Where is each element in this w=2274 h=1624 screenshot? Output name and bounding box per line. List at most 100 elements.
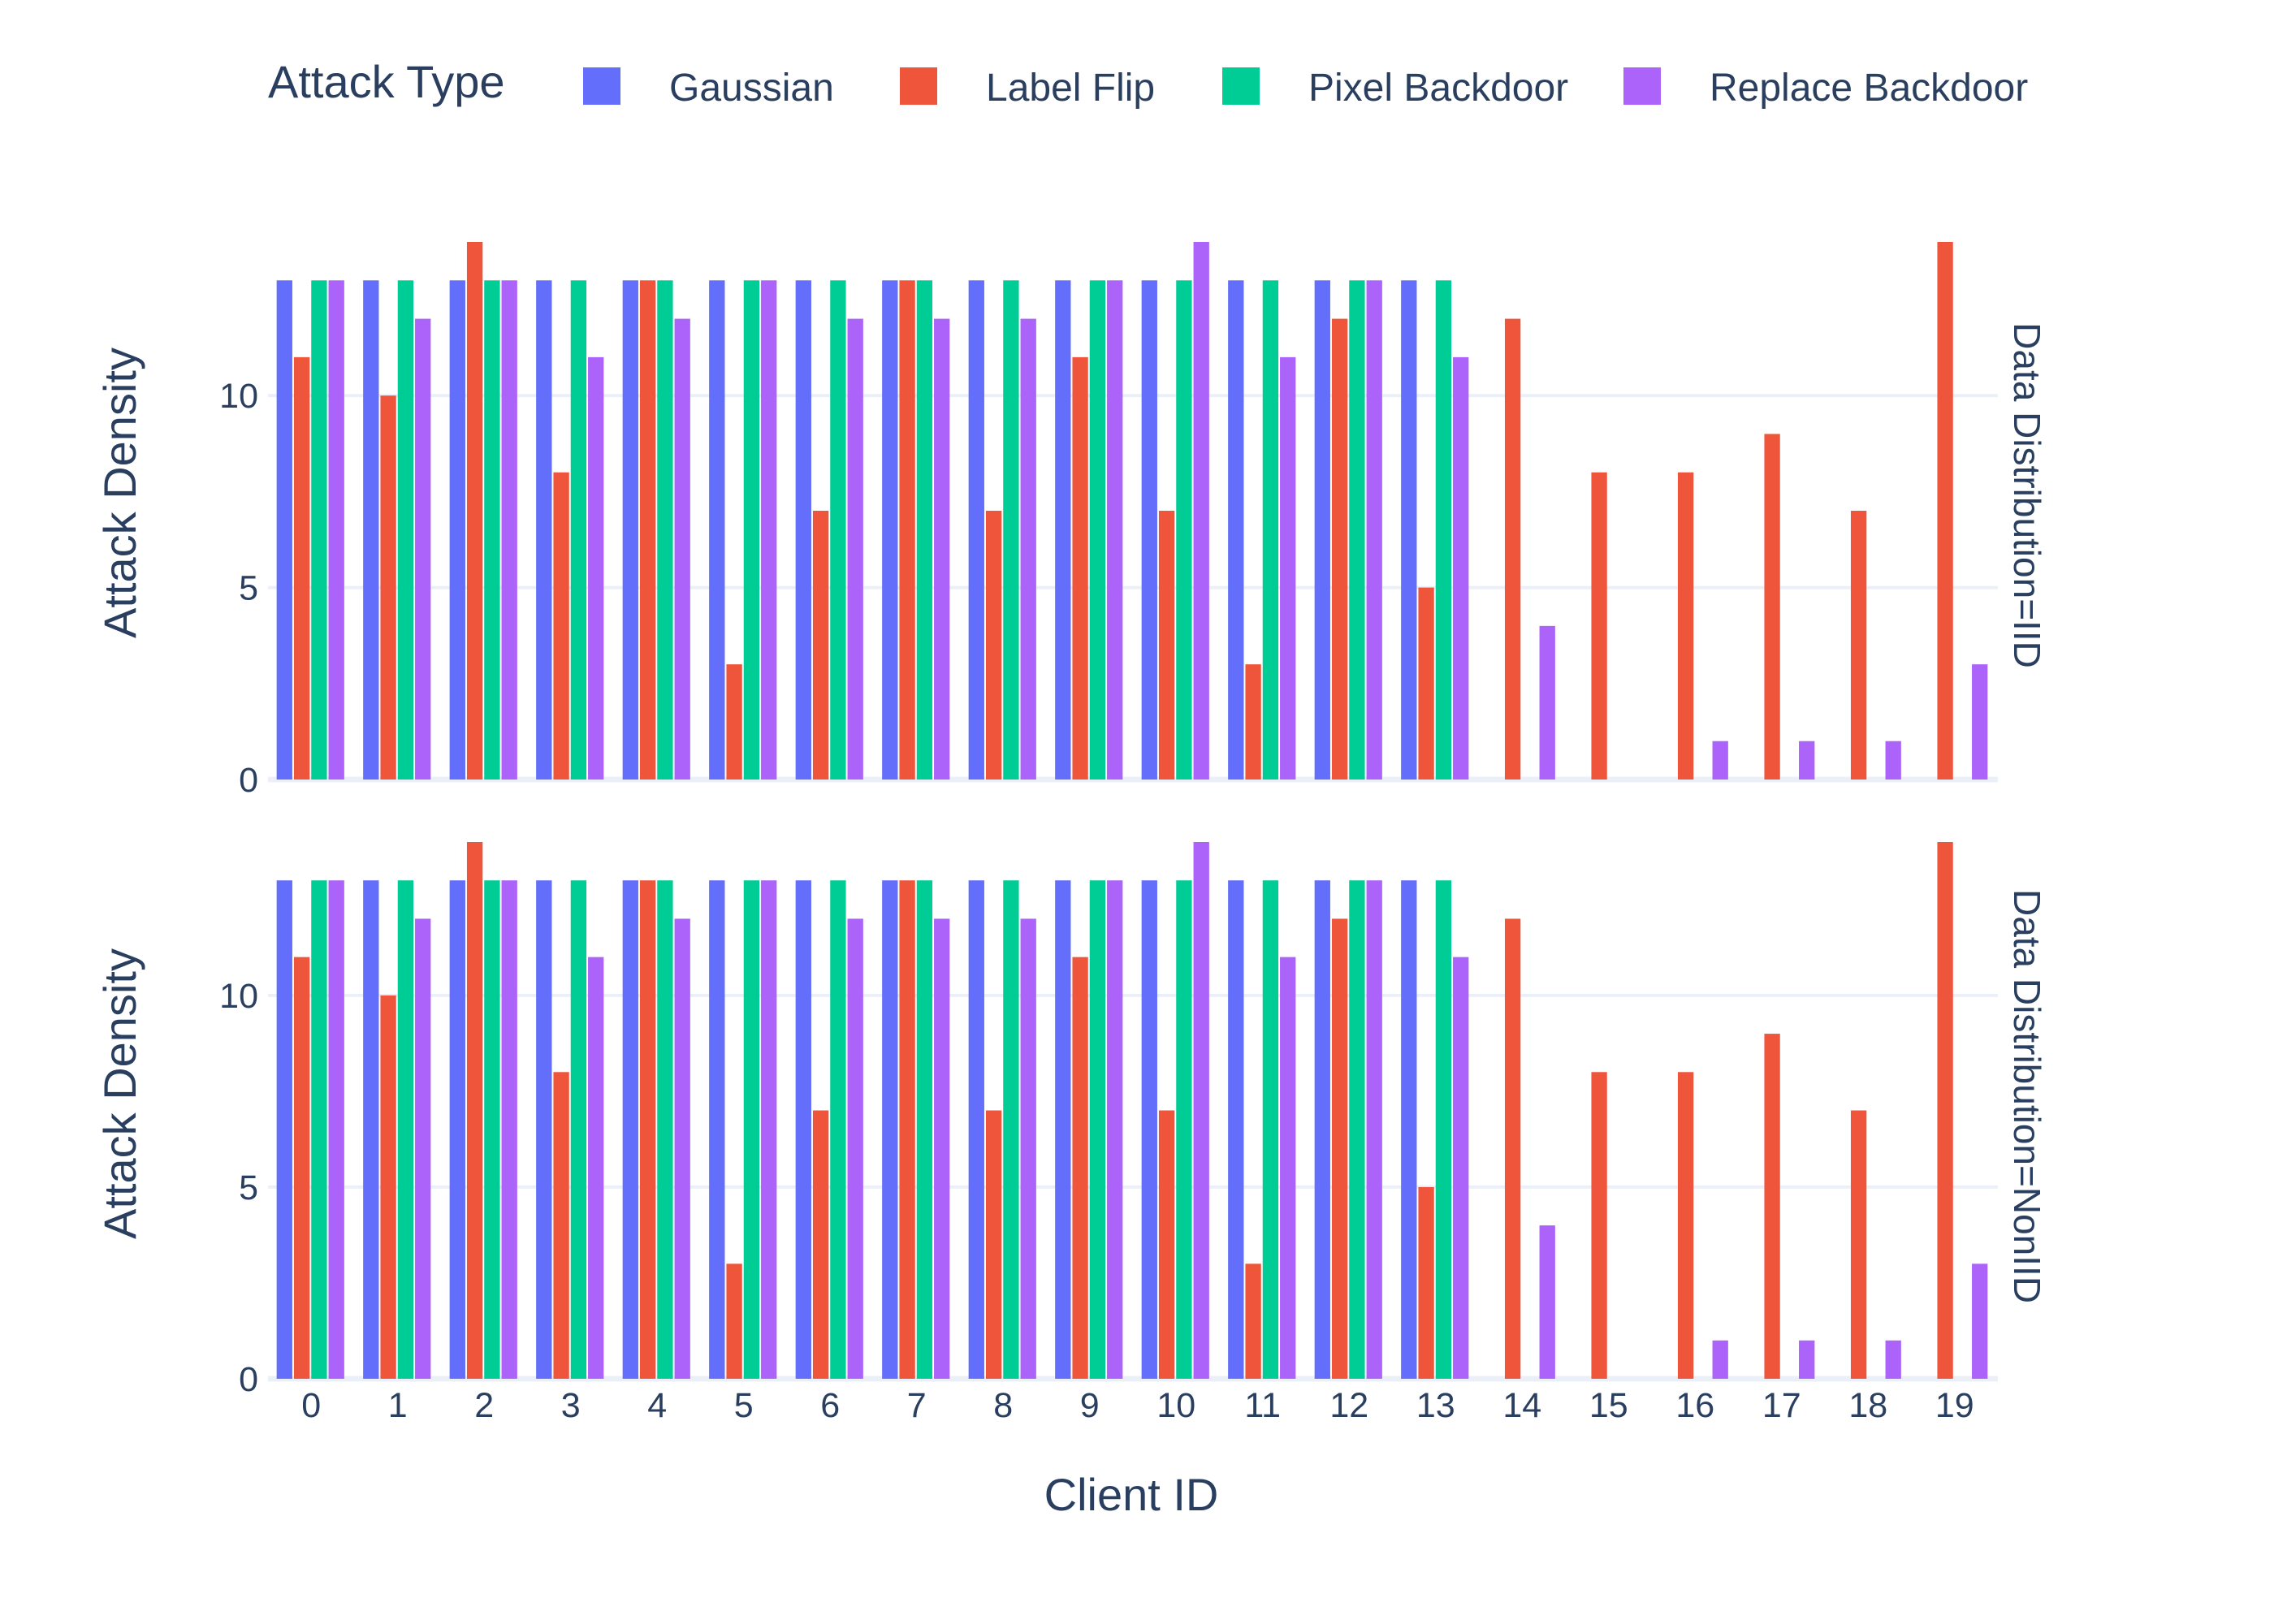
y-axis-title-iid: Attack Density [94,348,145,638]
bar-pixel-backdoor-client-12 [1349,880,1365,1379]
bar-pixel-backdoor-client-13 [1435,280,1452,780]
x-tick-label: 15 [1589,1386,1628,1425]
bar-replace-backdoor-client-9 [1107,280,1123,780]
bar-label-flip-client-13 [1418,1186,1434,1379]
bar-label-flip-client-11 [1245,1263,1261,1379]
bar-replace-backdoor-client-6 [847,318,863,780]
legend-title: Attack Type [268,56,505,107]
bar-gaussian-client-2 [449,280,465,780]
bar-replace-backdoor-client-19 [1972,664,1988,780]
bar-gaussian-client-6 [795,280,811,780]
bar-label-flip-client-8 [985,511,1002,780]
bar-gaussian-client-8 [968,280,984,780]
bar-label-flip-client-15 [1591,472,1607,780]
bar-label-flip-client-3 [553,472,569,780]
x-tick-label: 10 [1156,1386,1195,1425]
bar-label-flip-client-4 [639,880,656,1379]
x-tick-label: 4 [647,1386,667,1425]
bar-replace-backdoor-client-8 [1020,918,1036,1379]
bar-label-flip-client-8 [985,1110,1002,1379]
bar-pixel-backdoor-client-11 [1262,280,1279,780]
bar-pixel-backdoor-client-7 [916,280,933,780]
bar-label-flip-client-10 [1158,1110,1175,1379]
x-axis-title: Client ID [1044,1469,1219,1520]
legend-label-replace-backdoor: Replace Backdoor [1710,67,2028,110]
legend-label-label-flip: Label Flip [986,67,1155,110]
bar-gaussian-client-2 [449,880,465,1379]
bar-pixel-backdoor-client-10 [1176,880,1192,1379]
bar-replace-backdoor-client-14 [1539,625,1555,780]
bar-label-flip-client-13 [1418,587,1434,780]
bar-replace-backdoor-client-5 [761,880,777,1379]
bar-gaussian-client-12 [1314,280,1330,780]
bar-replace-backdoor-client-8 [1020,318,1036,780]
bar-pixel-backdoor-client-3 [570,280,587,780]
x-tick-label: 6 [820,1386,840,1425]
bar-pixel-backdoor-client-4 [657,280,673,780]
bar-gaussian-client-11 [1228,280,1244,780]
x-tick-label: 12 [1329,1386,1368,1425]
bar-gaussian-client-4 [622,280,638,780]
x-tick-label: 5 [734,1386,754,1425]
bar-gaussian-client-10 [1141,280,1157,780]
bar-gaussian-client-9 [1055,280,1071,780]
bar-replace-backdoor-client-9 [1107,880,1123,1379]
bar-replace-backdoor-client-5 [761,280,777,780]
bar-replace-backdoor-client-18 [1885,1340,1901,1379]
bar-pixel-backdoor-client-5 [743,880,760,1379]
x-tick-label: 14 [1502,1386,1541,1425]
bar-gaussian-client-0 [276,280,292,780]
bar-replace-backdoor-client-6 [847,918,863,1379]
legend-swatch-replace-backdoor [1623,67,1661,105]
y-tick-label: 10 [219,977,258,1016]
bar-pixel-backdoor-client-7 [916,880,933,1379]
bar-pixel-backdoor-client-11 [1262,880,1279,1379]
bar-replace-backdoor-client-11 [1280,356,1296,780]
bar-label-flip-client-19 [1937,842,1953,1379]
bar-gaussian-client-8 [968,880,984,1379]
bar-replace-backdoor-client-17 [1799,1340,1815,1379]
legend-swatch-label-flip [900,67,937,105]
bar-pixel-backdoor-client-1 [397,880,414,1379]
y-tick-label: 5 [239,569,258,608]
y-tick-label: 0 [239,1360,258,1399]
bar-replace-backdoor-client-1 [415,318,431,780]
bar-pixel-backdoor-client-2 [484,280,500,780]
bar-gaussian-client-6 [795,880,811,1379]
bar-gaussian-client-10 [1141,880,1157,1379]
bar-replace-backdoor-client-4 [674,318,690,780]
bar-label-flip-client-12 [1331,918,1348,1379]
bar-replace-backdoor-client-14 [1539,1225,1555,1379]
bar-label-flip-client-2 [466,242,483,780]
x-tick-label: 19 [1935,1386,1974,1425]
panel-iid: 0 5 10 Attack Density Data Distribution=II… [94,242,2048,800]
x-tick-label: 9 [1080,1386,1100,1425]
y-tick-labels-iid: 0 5 10 [219,377,258,800]
bar-gaussian-client-1 [363,280,379,780]
bar-replace-backdoor-client-0 [328,280,344,780]
bar-label-flip-client-0 [293,356,310,780]
bar-pixel-backdoor-client-12 [1349,280,1365,780]
bar-replace-backdoor-client-13 [1453,957,1469,1379]
bar-label-flip-client-11 [1245,664,1261,780]
bar-replace-backdoor-client-1 [415,918,431,1379]
y-tick-label: 0 [239,761,258,800]
bar-label-flip-client-16 [1677,1072,1694,1379]
bar-pixel-backdoor-client-1 [397,280,414,780]
bar-label-flip-client-19 [1937,242,1953,780]
x-tick-label: 13 [1416,1386,1455,1425]
x-tick-label: 17 [1762,1386,1801,1425]
bar-replace-backdoor-client-7 [934,918,950,1379]
bar-label-flip-client-6 [812,511,829,780]
bar-replace-backdoor-client-16 [1712,1340,1728,1379]
bar-pixel-backdoor-client-3 [570,880,587,1379]
bar-gaussian-client-4 [622,880,638,1379]
facet-label-noniid: Data Distribution=NonIID [2006,889,2048,1303]
bar-pixel-backdoor-client-4 [657,880,673,1379]
bar-label-flip-client-3 [553,1072,569,1379]
bar-label-flip-client-5 [726,664,742,780]
y-tick-labels-noniid: 0 5 10 [219,977,258,1399]
y-tick-label: 10 [219,377,258,416]
bar-replace-backdoor-client-16 [1712,741,1728,780]
